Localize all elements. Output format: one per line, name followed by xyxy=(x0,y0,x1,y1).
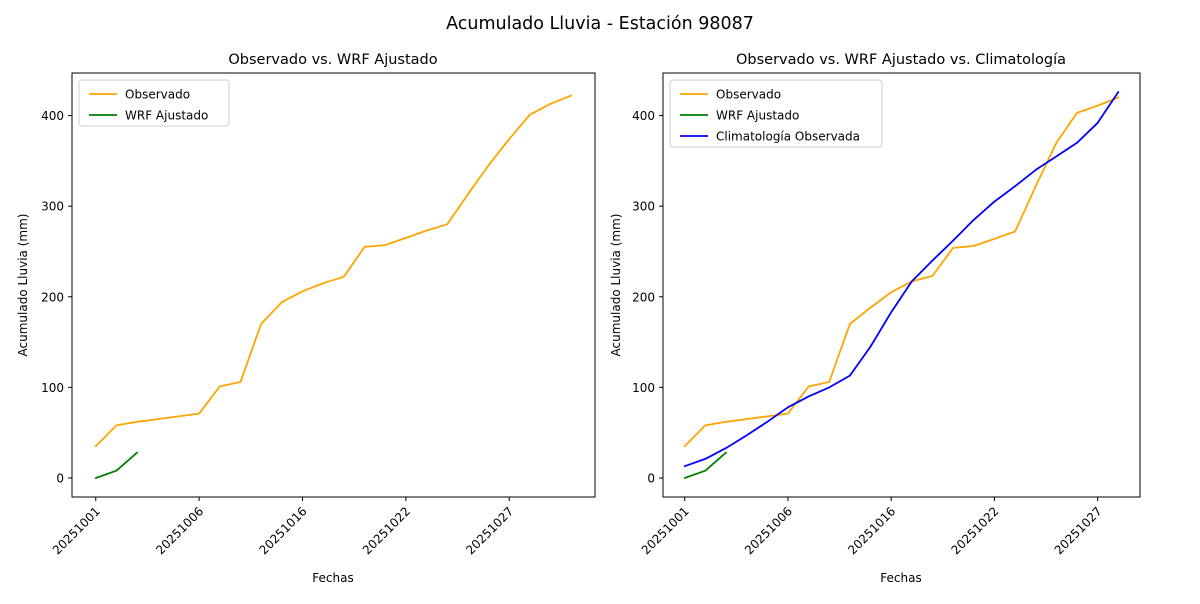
y-tick-label: 0 xyxy=(647,471,655,485)
x-tick-label: 20251027 xyxy=(1052,504,1105,557)
y-tick-label: 400 xyxy=(41,109,64,123)
y-ticks: 0 100 200 300 400 xyxy=(41,109,72,485)
x-axis-label: Fechas xyxy=(880,571,921,585)
x-axis-label: Fechas xyxy=(312,571,353,585)
legend: Observado WRF Ajustado xyxy=(78,79,230,127)
legend-label-wrf-ajustado: WRF Ajustado xyxy=(125,109,208,123)
y-tick-label: 100 xyxy=(41,381,64,395)
y-axis-label: Acumulado Lluvia (mm) xyxy=(609,214,623,357)
line-wrf-ajustado xyxy=(94,451,139,479)
x-tick-label: 20251001 xyxy=(50,504,103,557)
line-climatologia-observada xyxy=(683,91,1120,468)
legend-item-wrf-ajustado: WRF Ajustado xyxy=(89,109,208,123)
legend-label-observado: Observado xyxy=(716,88,781,102)
y-tick-label: 300 xyxy=(41,200,64,214)
x-tick-label: 20251016 xyxy=(257,504,310,557)
y-tick-label: 100 xyxy=(632,381,655,395)
y-tick-label: 200 xyxy=(41,290,64,304)
x-ticks: 20251001 20251006 20251016 20251022 20251027 xyxy=(50,497,516,557)
x-tick-label: 20251022 xyxy=(948,504,1001,557)
y-tick-label: 200 xyxy=(632,290,655,304)
line-observado xyxy=(683,96,1120,448)
legend-label-climatologia-observada: Climatología Observada xyxy=(716,130,860,144)
x-tick-label: 20251016 xyxy=(845,504,898,557)
legend-item-observado: Observado xyxy=(89,88,190,102)
x-tick-label: 20251022 xyxy=(360,504,413,557)
axes-border xyxy=(662,72,1141,498)
y-tick-label: 0 xyxy=(56,471,64,485)
y-tick-label: 300 xyxy=(632,200,655,214)
legend-label-observado: Observado xyxy=(125,88,190,102)
line-observado xyxy=(94,94,573,448)
legend-item-wrf-ajustado: WRF Ajustado xyxy=(680,109,799,123)
legend-item-climatologia-observada: Climatología Observada xyxy=(680,130,860,144)
subplot-title: Observado vs. WRF Ajustado vs. Climatolo… xyxy=(736,52,1066,68)
legend-label-wrf-ajustado: WRF Ajustado xyxy=(716,109,799,123)
legend-box xyxy=(669,79,883,148)
plot-lines xyxy=(683,91,1120,479)
plot-lines xyxy=(94,94,573,479)
x-tick-label: 20251027 xyxy=(463,504,516,557)
figure-title: Acumulado Lluvia - Estación 98087 xyxy=(446,14,754,34)
x-tick-label: 20251006 xyxy=(742,504,795,557)
axes-border xyxy=(71,72,596,498)
legend: Observado WRF Ajustado Climatología Obse… xyxy=(669,79,883,148)
legend-item-observado: Observado xyxy=(680,88,781,102)
axes-background xyxy=(72,73,595,497)
x-tick-label: 20251006 xyxy=(153,504,206,557)
subplot-title: Observado vs. WRF Ajustado xyxy=(228,52,437,68)
y-tick-label: 400 xyxy=(632,109,655,123)
line-wrf-ajustado xyxy=(683,451,727,479)
x-tick-label: 20251001 xyxy=(639,504,692,557)
x-ticks: 20251001 20251006 20251016 20251022 20251027 xyxy=(639,497,1105,557)
y-ticks: 0 100 200 300 400 xyxy=(632,109,663,485)
y-axis-label: Acumulado Lluvia (mm) xyxy=(16,214,30,357)
